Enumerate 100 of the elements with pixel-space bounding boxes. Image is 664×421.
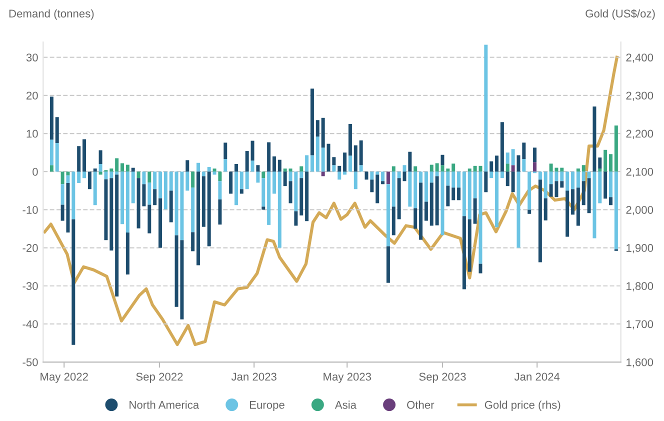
bar (294, 211, 298, 226)
bar (359, 165, 363, 172)
bar (446, 172, 450, 186)
bar (148, 172, 152, 183)
bar (142, 172, 146, 184)
bar (50, 140, 54, 166)
bar (506, 172, 510, 186)
y2-tick-label: 2,300 (626, 92, 654, 101)
bar (582, 165, 586, 172)
bar (478, 264, 482, 274)
bar (408, 172, 412, 207)
bar (446, 168, 450, 172)
bar (511, 172, 515, 192)
bar (511, 165, 515, 172)
bar (126, 164, 130, 172)
bar (376, 172, 380, 175)
bar (283, 168, 287, 172)
bar (110, 168, 114, 172)
bar (609, 154, 613, 172)
bar (452, 188, 456, 200)
bar (115, 174, 119, 297)
bar (153, 189, 157, 206)
bar (544, 172, 548, 198)
bar (136, 172, 140, 178)
bar (435, 176, 439, 226)
bar (77, 172, 81, 184)
bar (234, 172, 238, 206)
x-tick-label: Sep 2022 (136, 372, 183, 383)
bar (511, 149, 515, 166)
bar (321, 118, 325, 148)
bar (604, 172, 608, 199)
bar (419, 182, 423, 240)
bar (392, 172, 396, 207)
bar (158, 198, 162, 248)
bar (202, 172, 206, 176)
bar (354, 172, 358, 190)
bar (256, 172, 260, 183)
bar (55, 117, 59, 144)
bar (148, 204, 152, 234)
bar (435, 172, 439, 176)
legend-label: Asia (334, 400, 357, 409)
bar (202, 176, 206, 227)
bar (278, 160, 282, 172)
bar (386, 246, 390, 283)
x-tick-label: May 2023 (324, 372, 372, 383)
bar (82, 139, 86, 172)
bar (452, 172, 456, 188)
bar (576, 188, 580, 226)
bar (115, 172, 119, 175)
bar (229, 172, 233, 194)
bar (310, 88, 314, 156)
line-series (43, 56, 618, 346)
bar (50, 96, 54, 140)
bar (528, 172, 532, 210)
bar (196, 172, 200, 266)
bar (332, 165, 336, 172)
bar (424, 202, 428, 221)
bar (457, 172, 461, 188)
bar (207, 167, 211, 172)
bar (500, 122, 504, 172)
bar (267, 172, 271, 225)
bar (218, 199, 222, 225)
bar (131, 168, 135, 172)
bar (343, 172, 347, 175)
bar (484, 44, 488, 172)
bar (126, 232, 130, 274)
bar (153, 172, 157, 190)
bar (500, 172, 504, 178)
legend-label: North America (130, 400, 200, 409)
bar (381, 172, 385, 182)
bar (468, 219, 472, 272)
bar (468, 168, 472, 172)
bar (598, 172, 602, 204)
bar (110, 172, 114, 178)
bar (126, 172, 130, 233)
y-tick-label: 20 (26, 92, 38, 100)
bar (386, 172, 390, 184)
y-tick-label: 10 (26, 130, 38, 138)
bar (169, 190, 173, 222)
bar (131, 172, 135, 204)
bar (148, 182, 152, 205)
y2-tick-label: 1,800 (626, 282, 654, 292)
bar (196, 162, 200, 172)
y2-tick-label: 1,600 (626, 358, 654, 368)
bar (120, 172, 124, 224)
bar (533, 162, 537, 172)
y2-tick-label: 2,100 (626, 168, 654, 178)
bar (544, 198, 548, 220)
bar (576, 172, 580, 188)
bar (414, 166, 418, 172)
bar (245, 151, 249, 172)
legend-label: Other (407, 400, 434, 409)
bar (272, 156, 276, 172)
bar (110, 178, 114, 250)
y-tick-label: -20 (22, 244, 38, 252)
bar (321, 148, 325, 172)
bar (609, 197, 613, 206)
bar (55, 143, 59, 172)
bar (516, 155, 520, 172)
bar (430, 172, 434, 183)
